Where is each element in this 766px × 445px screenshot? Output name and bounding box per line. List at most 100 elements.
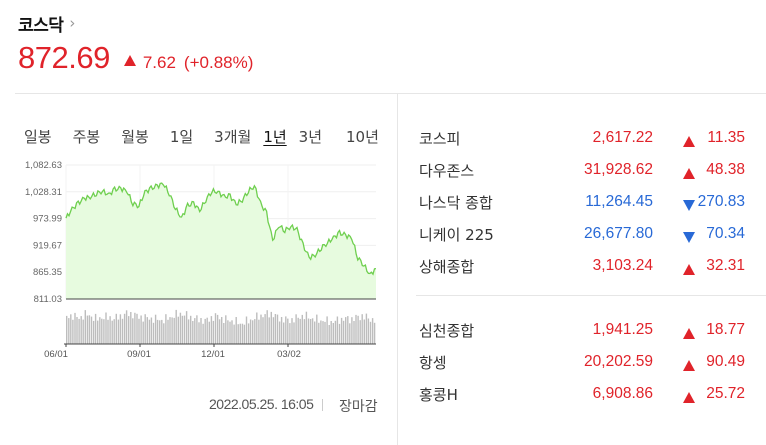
volume-bar	[283, 322, 285, 344]
volume-bar	[214, 313, 217, 344]
volume-bar	[328, 325, 330, 344]
volume-bar	[78, 318, 80, 344]
volume-bar	[322, 321, 324, 344]
volume-bar	[74, 312, 76, 344]
volume-bar	[334, 320, 337, 344]
volume-bar	[330, 321, 332, 344]
volume-bar	[249, 319, 252, 344]
index-name[interactable]: 코스피	[419, 129, 461, 148]
index-name[interactable]: 니케이 225	[419, 225, 494, 244]
index-name[interactable]: 항셍	[419, 353, 447, 372]
volume-bar	[256, 312, 258, 344]
volume-bar	[128, 316, 130, 344]
index-row[interactable]: 니케이 225 26,677.80 70.34	[419, 218, 745, 250]
volume-bar	[200, 318, 202, 344]
index-title[interactable]: 코스닥	[18, 15, 64, 36]
volume-bar	[152, 322, 155, 344]
volume-bar	[235, 317, 237, 344]
index-value: 31,928.62	[584, 161, 653, 178]
volume-bar	[270, 311, 272, 344]
volume-bar	[280, 317, 283, 344]
volume-bar	[359, 320, 361, 344]
volume-bar	[320, 320, 322, 344]
volume-bar	[109, 316, 111, 344]
index-chart: 1,082.63 1,028.31 973.99 919.67 865.35 811.03…	[25, 160, 377, 360]
index-change-percent: (+0.88%)	[183, 53, 254, 72]
index-name[interactable]: 상해종합	[419, 257, 475, 276]
volume-bar	[165, 314, 167, 344]
tab-1[interactable]: 주봉	[72, 128, 101, 146]
volume-bar	[305, 311, 308, 344]
index-value: 26,677.80	[584, 225, 653, 242]
volume-bar	[355, 314, 357, 344]
volume-bar	[371, 318, 374, 344]
volume-bar	[258, 319, 260, 344]
index-row[interactable]: 항셍 20,202.59 90.49	[419, 346, 745, 378]
volume-bar	[357, 315, 359, 344]
index-name[interactable]: 홍콩H	[419, 385, 458, 404]
volume-bar	[225, 315, 227, 344]
tab-6[interactable]: 3년	[298, 128, 323, 146]
volume-bar	[243, 324, 246, 344]
chevron-right-icon[interactable]: ›	[69, 14, 76, 32]
volume-bar	[245, 316, 248, 344]
volume-bar	[90, 316, 93, 344]
index-value: 3,103.24	[592, 257, 653, 274]
index-row[interactable]: 상해종합 3,103.24 32.31	[419, 250, 745, 282]
tab-2[interactable]: 월봉	[121, 128, 149, 146]
index-name[interactable]: 다우존스	[419, 161, 475, 180]
volume-bar	[367, 318, 370, 344]
tab-4[interactable]: 3개월	[214, 128, 252, 146]
volume-bar	[221, 317, 223, 344]
up-triangle-icon	[683, 325, 695, 343]
index-row[interactable]: 코스피 2,617.22 11.35	[419, 122, 745, 154]
x-tick-label: 03/02	[277, 349, 301, 360]
tab-3[interactable]: 1일	[169, 128, 194, 146]
volume-bar	[318, 322, 320, 344]
market-status: 장마감	[339, 399, 378, 415]
volume-bar	[66, 315, 68, 344]
volume-bar	[363, 319, 365, 344]
index-name[interactable]: 나스닥 종합	[419, 193, 493, 212]
volume-bar	[373, 322, 376, 344]
timestamp: 2022.05.25. 16:05	[209, 396, 314, 412]
volume-bar	[177, 316, 179, 344]
index-row[interactable]: 홍콩H 6,908.86 25.72	[419, 378, 745, 410]
index-change: 25.72	[706, 385, 745, 402]
volume-bar	[338, 323, 341, 344]
index-value: 20,202.59	[584, 353, 653, 370]
divider	[416, 295, 766, 296]
volume-bar	[92, 320, 95, 344]
index-name[interactable]: 심천종합	[419, 321, 475, 340]
y-tick-label: 865.35	[33, 267, 62, 278]
volume-bar	[227, 320, 229, 344]
price-line	[65, 182, 377, 276]
down-triangle-icon	[683, 229, 695, 247]
volume-bar	[324, 321, 326, 344]
index-row[interactable]: 심천종합 1,941.25 18.77	[419, 314, 745, 346]
volume-bar	[233, 324, 235, 344]
index-row[interactable]: 나스닥 종합 11,264.45 270.83	[419, 186, 745, 218]
volume-bar	[345, 317, 347, 344]
y-tick-label: 811.03	[34, 294, 62, 305]
tab-0[interactable]: 일봉	[24, 128, 52, 146]
volume-bar	[134, 312, 136, 344]
volume-bar	[144, 314, 146, 344]
volume-bar	[103, 319, 105, 344]
index-title-link[interactable]: 코스닥 ›	[18, 10, 253, 36]
volume-bar	[208, 321, 210, 344]
tab-5[interactable]: 1년	[263, 128, 287, 146]
index-row[interactable]: 다우존스 31,928.62 48.38	[419, 154, 745, 186]
volume-bar	[295, 314, 297, 344]
volume-bar	[169, 317, 171, 344]
volume-bar	[136, 313, 138, 344]
index-price: 872.69	[18, 40, 110, 75]
index-list-asia: 심천종합 1,941.25 18.77 항셍 20,202.59 90.49 홍콩H 6,90…	[419, 314, 745, 410]
volume-bar	[347, 316, 349, 344]
tab-7[interactable]: 10년	[346, 128, 379, 146]
volume-bar	[125, 310, 128, 344]
volume-bar	[117, 319, 120, 344]
volume-bar	[179, 312, 182, 344]
volume-bar	[192, 321, 194, 344]
volume-bar	[303, 319, 306, 344]
